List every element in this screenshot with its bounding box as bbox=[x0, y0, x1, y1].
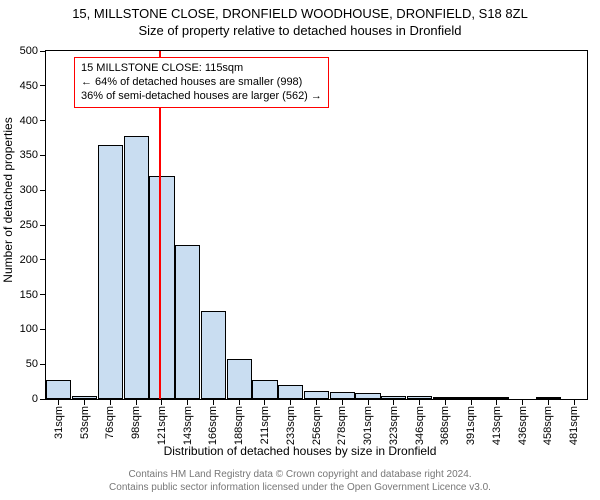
y-tick-label: 450 bbox=[20, 80, 38, 92]
footer-line: Contains public sector information licen… bbox=[0, 481, 600, 494]
plot-area: 15 MILLSTONE CLOSE: 115sqm ← 64% of deta… bbox=[45, 50, 588, 400]
histogram-bar bbox=[98, 145, 123, 399]
annotation-line: ← 64% of detached houses are smaller (99… bbox=[81, 76, 322, 90]
y-tick-label: 150 bbox=[20, 289, 38, 301]
x-tick-label: 256sqm bbox=[311, 406, 323, 445]
x-tick-label: 301sqm bbox=[362, 406, 374, 445]
histogram-bar bbox=[201, 311, 226, 399]
y-tick bbox=[40, 225, 46, 226]
x-tick-label: 346sqm bbox=[414, 406, 426, 445]
y-tick bbox=[40, 364, 46, 365]
y-axis-label: Number of detached properties bbox=[1, 117, 15, 282]
y-tick-label: 300 bbox=[20, 184, 38, 196]
x-tick bbox=[548, 399, 549, 405]
chart-subtitle: Size of property relative to detached ho… bbox=[0, 23, 600, 40]
x-tick bbox=[239, 399, 240, 405]
x-tick-label: 368sqm bbox=[439, 406, 451, 445]
y-tick bbox=[40, 51, 46, 52]
x-tick bbox=[471, 399, 472, 405]
y-tick-label: 500 bbox=[20, 45, 38, 57]
x-tick-label: 323sqm bbox=[388, 406, 400, 445]
x-tick-label: 391sqm bbox=[465, 406, 477, 445]
annotation-line: 15 MILLSTONE CLOSE: 115sqm bbox=[81, 62, 322, 76]
y-tick bbox=[40, 329, 46, 330]
x-tick bbox=[496, 399, 497, 405]
x-tick bbox=[58, 399, 59, 405]
y-tick bbox=[40, 294, 46, 295]
x-tick-label: 233sqm bbox=[285, 406, 297, 445]
x-tick-label: 211sqm bbox=[259, 406, 271, 444]
x-tick-label: 481sqm bbox=[568, 406, 580, 445]
x-tick bbox=[522, 399, 523, 405]
histogram-bar bbox=[227, 359, 252, 399]
x-tick-label: 53sqm bbox=[79, 406, 91, 439]
x-tick bbox=[161, 399, 162, 405]
x-tick-label: 98sqm bbox=[130, 406, 142, 439]
x-tick-label: 458sqm bbox=[542, 406, 554, 445]
x-tick bbox=[445, 399, 446, 405]
x-tick-label: 413sqm bbox=[491, 406, 503, 445]
y-tick-label: 200 bbox=[20, 254, 38, 266]
x-tick bbox=[136, 399, 137, 405]
chart-title: 15, MILLSTONE CLOSE, DRONFIELD WOODHOUSE… bbox=[0, 0, 600, 23]
x-tick bbox=[264, 399, 265, 405]
y-tick-label: 400 bbox=[20, 115, 38, 127]
histogram-bar bbox=[46, 380, 71, 399]
x-axis-label: Distribution of detached houses by size … bbox=[0, 444, 600, 458]
histogram-bar bbox=[330, 392, 355, 399]
x-tick-label: 166sqm bbox=[207, 406, 219, 445]
histogram-bar bbox=[278, 385, 303, 399]
x-tick bbox=[393, 399, 394, 405]
histogram-bar bbox=[304, 391, 329, 399]
y-tick-label: 250 bbox=[20, 219, 38, 231]
x-tick-label: 278sqm bbox=[336, 406, 348, 445]
y-tick bbox=[40, 155, 46, 156]
annotation-line: 36% of semi-detached houses are larger (… bbox=[81, 90, 322, 104]
histogram-bar bbox=[252, 380, 277, 399]
x-tick bbox=[574, 399, 575, 405]
x-tick bbox=[419, 399, 420, 405]
x-tick-label: 76sqm bbox=[104, 406, 116, 439]
chart-container: { "chart": { "type": "histogram", "title… bbox=[0, 0, 600, 500]
annotation-box: 15 MILLSTONE CLOSE: 115sqm ← 64% of deta… bbox=[74, 57, 329, 108]
x-tick-label: 31sqm bbox=[53, 406, 65, 439]
y-tick-label: 100 bbox=[20, 323, 38, 335]
x-tick bbox=[316, 399, 317, 405]
x-tick-label: 121sqm bbox=[156, 406, 168, 445]
y-tick-label: 50 bbox=[26, 358, 38, 370]
y-tick-label: 350 bbox=[20, 149, 38, 161]
x-tick bbox=[368, 399, 369, 405]
y-tick bbox=[40, 399, 46, 400]
y-tick-label: 0 bbox=[32, 393, 38, 405]
histogram-bar bbox=[175, 245, 200, 400]
chart-footer: Contains HM Land Registry data © Crown c… bbox=[0, 468, 600, 494]
footer-line: Contains HM Land Registry data © Crown c… bbox=[0, 468, 600, 481]
histogram-bar bbox=[149, 176, 174, 399]
x-tick bbox=[290, 399, 291, 405]
x-tick bbox=[84, 399, 85, 405]
x-tick bbox=[110, 399, 111, 405]
x-tick bbox=[213, 399, 214, 405]
y-tick bbox=[40, 85, 46, 86]
x-tick bbox=[187, 399, 188, 405]
y-tick bbox=[40, 190, 46, 191]
x-tick-label: 143sqm bbox=[182, 406, 194, 445]
x-tick-label: 436sqm bbox=[517, 406, 529, 445]
x-tick-label: 188sqm bbox=[233, 406, 245, 445]
y-tick bbox=[40, 120, 46, 121]
x-tick bbox=[342, 399, 343, 405]
y-tick bbox=[40, 259, 46, 260]
histogram-bar bbox=[124, 136, 149, 399]
